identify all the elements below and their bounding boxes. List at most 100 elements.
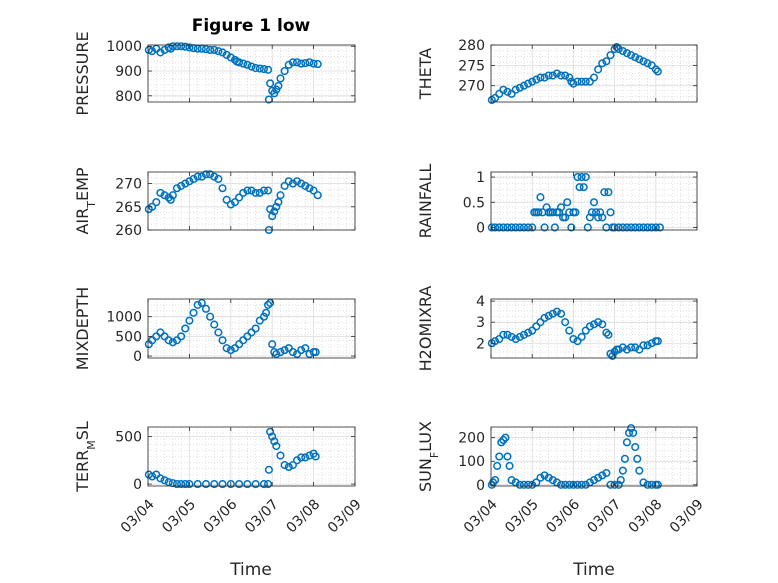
data-point bbox=[288, 179, 297, 188]
data-point bbox=[524, 79, 533, 88]
data-point bbox=[614, 480, 623, 489]
data-point bbox=[276, 451, 285, 460]
data-point bbox=[577, 332, 586, 341]
data-point bbox=[214, 174, 223, 184]
data-point bbox=[495, 223, 504, 232]
y-tick-label: 500 bbox=[115, 329, 142, 345]
data-point bbox=[309, 186, 318, 195]
data-point bbox=[569, 334, 578, 344]
data-point bbox=[493, 461, 502, 470]
plot-area bbox=[148, 172, 355, 230]
data-point bbox=[239, 59, 248, 68]
data-point bbox=[618, 343, 627, 352]
data-point bbox=[218, 184, 227, 193]
x-axis-label-left: Time bbox=[229, 560, 272, 580]
data-point bbox=[629, 428, 638, 437]
data-point bbox=[235, 193, 244, 202]
data-point bbox=[524, 328, 533, 337]
data-point bbox=[548, 71, 557, 80]
data-point bbox=[528, 77, 537, 86]
data-point bbox=[573, 337, 582, 346]
data-point bbox=[515, 223, 524, 232]
data-point bbox=[631, 343, 640, 352]
data-point bbox=[160, 476, 169, 485]
data-point bbox=[259, 186, 268, 195]
data-point bbox=[524, 223, 533, 232]
data-point bbox=[536, 318, 545, 327]
data-point bbox=[585, 322, 594, 331]
data-point bbox=[608, 351, 617, 360]
y-tick-label: 0 bbox=[133, 477, 142, 493]
data-point bbox=[585, 77, 594, 86]
data-point bbox=[280, 181, 289, 190]
data-point bbox=[587, 208, 596, 217]
data-point bbox=[177, 480, 186, 489]
data-point bbox=[540, 313, 549, 323]
data-point bbox=[627, 424, 636, 433]
data-point bbox=[515, 83, 524, 92]
data-point bbox=[515, 480, 524, 489]
data-point bbox=[235, 480, 244, 489]
data-point bbox=[311, 452, 320, 461]
axes-box bbox=[490, 298, 698, 359]
data-point bbox=[168, 191, 177, 200]
data-point bbox=[577, 480, 586, 489]
data-point bbox=[598, 471, 607, 480]
data-point bbox=[292, 58, 302, 67]
data-point bbox=[168, 479, 177, 488]
data-point bbox=[622, 49, 632, 58]
y-tick-label: 800 bbox=[115, 89, 142, 105]
data-point bbox=[222, 344, 231, 353]
data-point bbox=[268, 212, 277, 221]
data-point bbox=[610, 223, 619, 232]
data-point bbox=[556, 203, 566, 212]
data-point bbox=[181, 179, 190, 188]
data-point bbox=[528, 223, 537, 232]
y-axis-label-8: SUNFLUX bbox=[416, 421, 441, 492]
data-point bbox=[214, 47, 223, 56]
data-point bbox=[264, 186, 273, 195]
data-point bbox=[627, 343, 636, 352]
y-tick-label: 280 bbox=[458, 38, 485, 54]
data-point bbox=[534, 208, 543, 217]
data-point bbox=[552, 307, 561, 316]
y-tick-label: 3 bbox=[476, 315, 485, 331]
data-point bbox=[266, 427, 275, 436]
data-point bbox=[491, 93, 500, 102]
y-tick-label: 900 bbox=[115, 64, 142, 80]
data-point bbox=[181, 480, 190, 489]
data-point bbox=[643, 59, 652, 68]
data-point bbox=[305, 184, 314, 193]
data-point bbox=[589, 73, 599, 82]
data-point bbox=[311, 348, 320, 357]
data-point bbox=[594, 473, 603, 482]
y-tick-label: 1 bbox=[476, 170, 485, 186]
axes-box bbox=[147, 426, 356, 487]
data-point bbox=[172, 184, 182, 193]
data-point bbox=[156, 474, 165, 483]
data-point bbox=[210, 45, 219, 55]
data-point bbox=[577, 172, 586, 182]
data-point bbox=[503, 87, 512, 96]
data-point bbox=[575, 183, 584, 192]
y-axis-label-1: PRESSURE bbox=[73, 31, 92, 115]
data-point bbox=[226, 480, 235, 489]
data-point bbox=[189, 174, 198, 184]
data-point bbox=[259, 64, 268, 74]
data-point bbox=[507, 332, 516, 341]
data-point bbox=[602, 57, 611, 66]
data-point bbox=[627, 223, 636, 232]
data-point bbox=[276, 191, 285, 200]
y-tick-label: 260 bbox=[115, 223, 142, 239]
data-point bbox=[222, 195, 231, 204]
data-point bbox=[598, 320, 607, 329]
data-point bbox=[604, 330, 613, 339]
data-point bbox=[503, 452, 512, 461]
data-point bbox=[288, 58, 297, 67]
data-point bbox=[264, 465, 273, 474]
data-point bbox=[185, 177, 194, 186]
data-point bbox=[583, 223, 592, 232]
data-point bbox=[239, 188, 248, 197]
y-tick-label: 270 bbox=[115, 177, 142, 193]
y-tick-label: 200 bbox=[458, 431, 485, 447]
